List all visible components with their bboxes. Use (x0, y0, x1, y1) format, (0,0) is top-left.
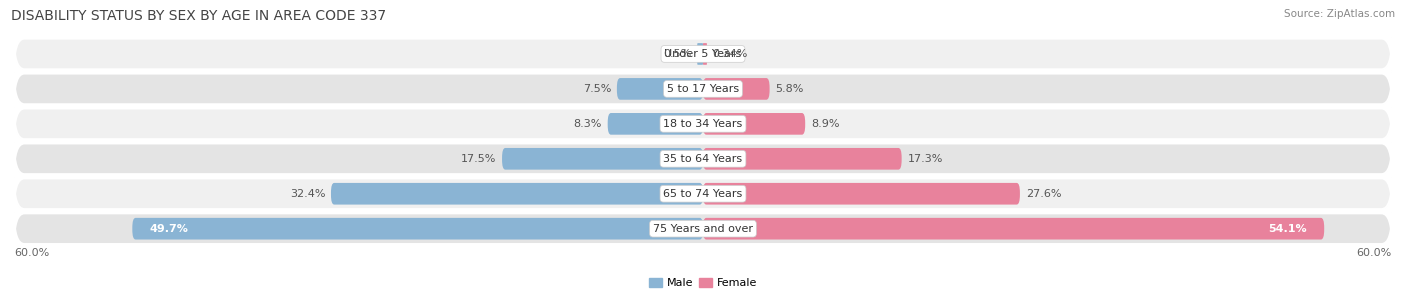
Text: 0.34%: 0.34% (713, 49, 748, 59)
FancyBboxPatch shape (703, 148, 901, 170)
FancyBboxPatch shape (14, 143, 1392, 175)
Text: 60.0%: 60.0% (14, 248, 49, 258)
Text: 35 to 64 Years: 35 to 64 Years (664, 154, 742, 164)
FancyBboxPatch shape (617, 78, 703, 100)
Text: 5.8%: 5.8% (775, 84, 804, 94)
Legend: Male, Female: Male, Female (644, 274, 762, 293)
Text: 7.5%: 7.5% (582, 84, 612, 94)
Text: DISABILITY STATUS BY SEX BY AGE IN AREA CODE 337: DISABILITY STATUS BY SEX BY AGE IN AREA … (11, 9, 387, 23)
Text: Source: ZipAtlas.com: Source: ZipAtlas.com (1284, 9, 1395, 19)
FancyBboxPatch shape (703, 183, 1019, 205)
Text: 8.9%: 8.9% (811, 119, 839, 129)
Text: 65 to 74 Years: 65 to 74 Years (664, 189, 742, 199)
Text: 49.7%: 49.7% (149, 224, 188, 234)
FancyBboxPatch shape (703, 43, 707, 65)
FancyBboxPatch shape (14, 178, 1392, 210)
FancyBboxPatch shape (697, 43, 703, 65)
Text: 0.5%: 0.5% (664, 49, 692, 59)
FancyBboxPatch shape (703, 218, 1324, 240)
FancyBboxPatch shape (14, 38, 1392, 70)
Text: Under 5 Years: Under 5 Years (665, 49, 741, 59)
Text: 5 to 17 Years: 5 to 17 Years (666, 84, 740, 94)
Text: 27.6%: 27.6% (1025, 189, 1062, 199)
Text: 17.3%: 17.3% (907, 154, 943, 164)
FancyBboxPatch shape (330, 183, 703, 205)
FancyBboxPatch shape (132, 218, 703, 240)
FancyBboxPatch shape (14, 212, 1392, 245)
FancyBboxPatch shape (607, 113, 703, 135)
FancyBboxPatch shape (14, 73, 1392, 105)
Text: 18 to 34 Years: 18 to 34 Years (664, 119, 742, 129)
Text: 32.4%: 32.4% (290, 189, 325, 199)
FancyBboxPatch shape (14, 108, 1392, 140)
FancyBboxPatch shape (502, 148, 703, 170)
Text: 17.5%: 17.5% (461, 154, 496, 164)
Text: 75 Years and over: 75 Years and over (652, 224, 754, 234)
Text: 8.3%: 8.3% (574, 119, 602, 129)
Text: 54.1%: 54.1% (1268, 224, 1308, 234)
FancyBboxPatch shape (703, 113, 806, 135)
FancyBboxPatch shape (703, 78, 769, 100)
Text: 60.0%: 60.0% (1357, 248, 1392, 258)
